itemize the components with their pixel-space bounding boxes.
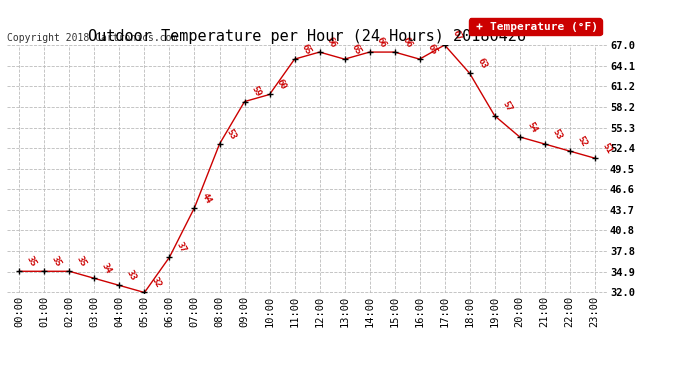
Text: 65: 65	[300, 42, 313, 56]
Text: 51: 51	[600, 141, 613, 155]
Text: 52: 52	[575, 135, 589, 148]
Text: 67: 67	[450, 28, 464, 42]
Text: 60: 60	[275, 78, 288, 92]
Text: 37: 37	[175, 240, 188, 254]
Text: 65: 65	[425, 42, 438, 56]
Text: 44: 44	[200, 191, 213, 205]
Text: 59: 59	[250, 85, 264, 99]
Legend: Temperature (°F): Temperature (°F)	[469, 18, 602, 35]
Text: 54: 54	[525, 120, 538, 134]
Text: 57: 57	[500, 99, 513, 113]
Text: 65: 65	[350, 42, 364, 56]
Text: 66: 66	[400, 36, 413, 49]
Text: 53: 53	[225, 128, 238, 141]
Text: 32: 32	[150, 276, 164, 290]
Text: 34: 34	[100, 262, 113, 276]
Title: Outdoor Temperature per Hour (24 Hours) 20180426: Outdoor Temperature per Hour (24 Hours) …	[88, 29, 526, 44]
Text: 35: 35	[25, 255, 38, 268]
Text: 53: 53	[550, 128, 564, 141]
Text: 66: 66	[325, 36, 338, 49]
Text: 66: 66	[375, 36, 388, 49]
Text: Copyright 2018 Cartronics.com: Copyright 2018 Cartronics.com	[7, 33, 177, 42]
Text: 35: 35	[50, 255, 63, 268]
Text: 33: 33	[125, 269, 138, 283]
Text: 35: 35	[75, 255, 88, 268]
Text: 63: 63	[475, 57, 489, 70]
